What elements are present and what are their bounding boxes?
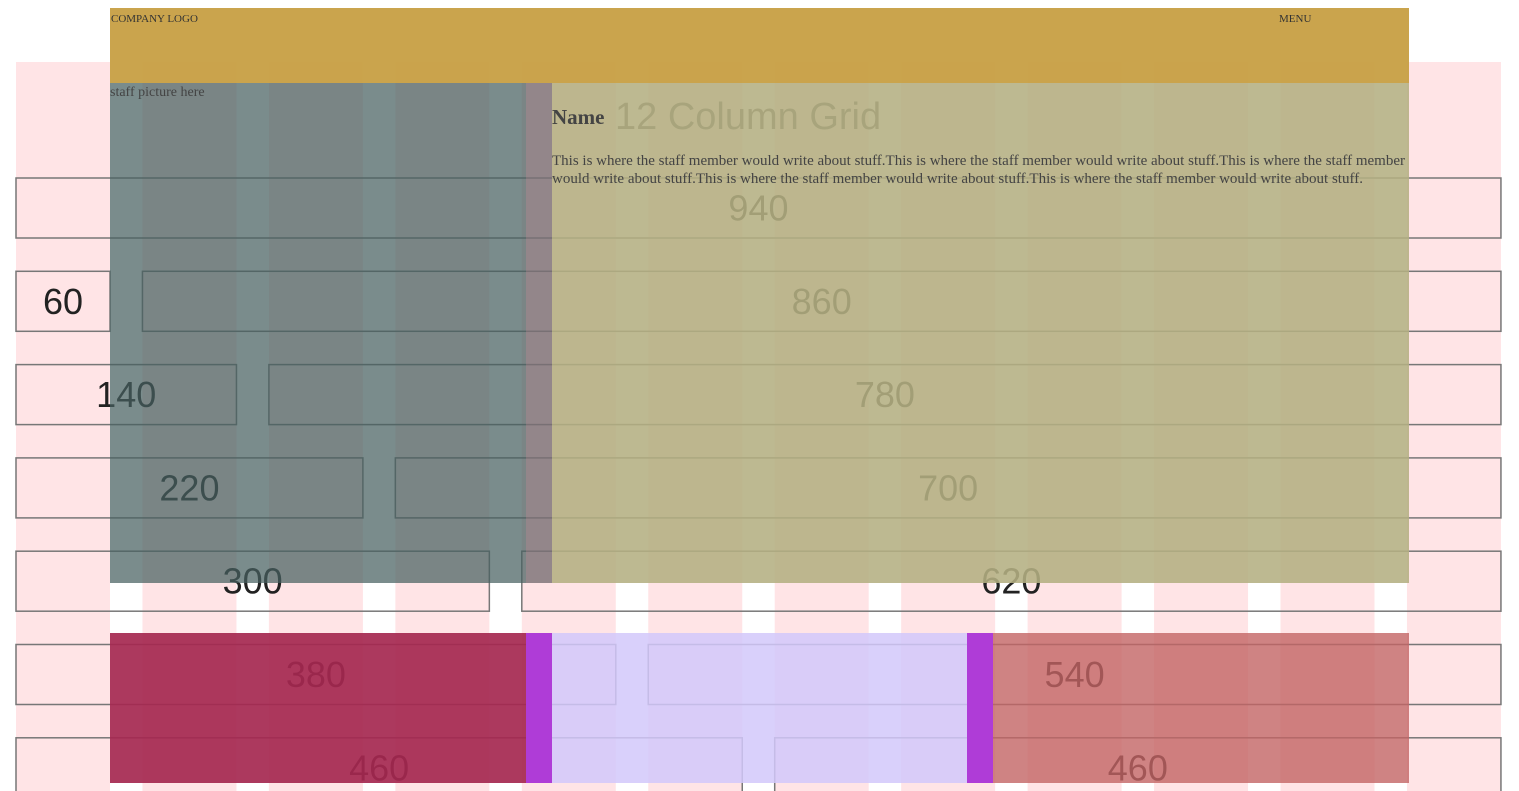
footer-gutter [526,633,552,783]
logo[interactable]: COMPANY LOGO [111,13,198,25]
menu[interactable]: MENU [1279,13,1312,25]
footer-left [110,633,526,783]
footer-right [993,633,1409,783]
bio-block: Name This is where the staff member woul… [552,83,1409,583]
footer-gutter [967,633,993,783]
staff-name: Name [552,105,605,129]
grid-label: 60 [43,281,83,322]
header-bar: COMPANY LOGO MENU [110,8,1409,83]
gutter-block [526,83,552,583]
footer-middle [552,633,967,783]
picture-block: staff picture here [110,83,526,583]
picture-caption: staff picture here [110,85,205,100]
staff-bio: This is where the staff member would wri… [552,153,1405,187]
